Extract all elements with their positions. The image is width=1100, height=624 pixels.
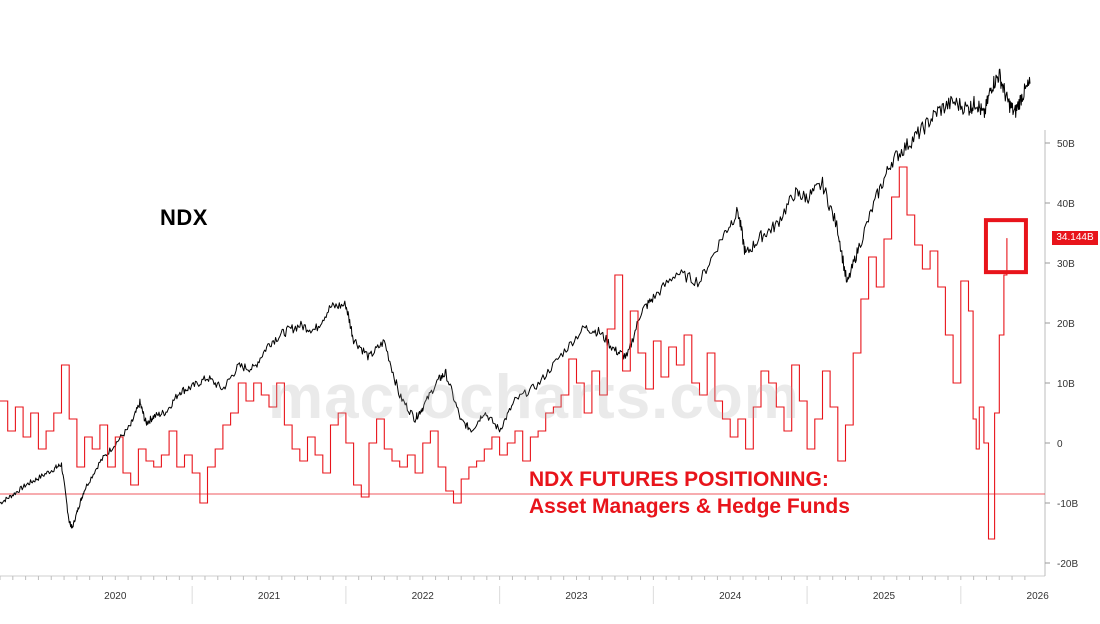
- x-tick-label: 2026: [1027, 591, 1050, 602]
- right-axis-tick-label: 40B: [1057, 199, 1075, 210]
- x-tick-label: 2024: [719, 591, 742, 602]
- right-axis-tick-label: 50B: [1057, 139, 1075, 150]
- x-tick-label: 2022: [412, 591, 435, 602]
- right-axis-tick-label: 10B: [1057, 379, 1075, 390]
- ndx-label: NDX: [160, 205, 208, 230]
- ndx-series-line: [0, 68, 1031, 529]
- positioning-label: NDX FUTURES POSITIONING: Asset Managers …: [529, 466, 850, 520]
- last-value-badge: 34.144B: [1052, 231, 1098, 245]
- right-axis-tick-label: -20B: [1057, 559, 1078, 570]
- positioning-label-line1: NDX FUTURES POSITIONING:: [529, 468, 829, 491]
- right-axis-tick-label: 20B: [1057, 319, 1075, 330]
- positioning-series-line: [0, 166, 1008, 540]
- positioning-label-line2: Asset Managers & Hedge Funds: [529, 495, 850, 518]
- highlight-box: [983, 218, 1028, 275]
- x-tick-label: 2021: [258, 591, 281, 602]
- right-axis-tick-label: 30B: [1057, 259, 1075, 270]
- right-axis-tick-label: 0: [1057, 439, 1063, 450]
- x-tick-label: 2025: [873, 591, 896, 602]
- x-tick-label: 2023: [565, 591, 588, 602]
- watermark: macrocharts.com: [268, 363, 800, 432]
- right-axis-tick-label: -10B: [1057, 499, 1078, 510]
- x-tick-label: 2020: [104, 591, 127, 602]
